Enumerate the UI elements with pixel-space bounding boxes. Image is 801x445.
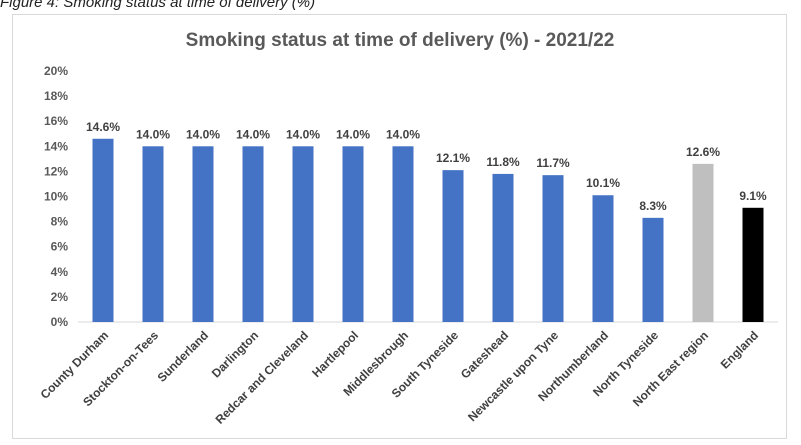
- figure-caption: Figure 4: Smoking status at time of deli…: [0, 0, 316, 11]
- bar: [442, 170, 464, 322]
- data-label: 14.6%: [86, 120, 120, 134]
- x-tick-label: Hartlepool: [309, 328, 361, 380]
- bar: [292, 146, 314, 322]
- y-axis: 0% 2% 4% 6% 8% 10% 12% 14% 16% 18% 20%: [44, 64, 68, 329]
- data-label: 14.0%: [286, 127, 320, 141]
- bar: [192, 146, 214, 322]
- data-label: 10.1%: [586, 176, 620, 190]
- bar: [542, 175, 564, 322]
- y-tick-label: 0%: [51, 315, 69, 329]
- chart-title: Smoking status at time of delivery (%) -…: [186, 30, 615, 51]
- bar: [492, 173, 514, 322]
- bar: [742, 207, 764, 322]
- x-tick-label: Darlington: [209, 328, 261, 380]
- data-label: 14.0%: [186, 127, 220, 141]
- bar: [392, 146, 414, 322]
- x-tick-label: Gateshead: [458, 328, 511, 381]
- bar-chart: Smoking status at time of delivery (%) -…: [38, 30, 778, 427]
- data-label: 12.1%: [436, 151, 470, 165]
- data-label: 14.0%: [136, 127, 170, 141]
- y-tick-label: 18%: [44, 89, 68, 103]
- chart-frame: Smoking status at time of delivery (%) -…: [12, 14, 787, 439]
- bars: [92, 138, 764, 322]
- data-label: 8.3%: [639, 199, 667, 213]
- y-tick-label: 12%: [44, 164, 68, 178]
- data-label: 12.6%: [686, 145, 720, 159]
- bar: [692, 163, 714, 322]
- y-tick-label: 8%: [51, 215, 69, 229]
- data-label: 11.7%: [536, 156, 570, 170]
- bar: [242, 146, 264, 322]
- bar: [642, 217, 664, 322]
- y-tick-label: 16%: [44, 114, 68, 128]
- bar: [142, 146, 164, 322]
- category-labels: County DurhamStockton-on-TeesSunderlandD…: [38, 328, 762, 427]
- data-label: 14.0%: [386, 127, 420, 141]
- y-tick-label: 4%: [51, 265, 69, 279]
- y-tick-label: 20%: [44, 64, 68, 78]
- y-tick-label: 2%: [51, 290, 69, 304]
- y-tick-label: 14%: [44, 139, 68, 153]
- x-tick-label: Sunderland: [155, 328, 212, 385]
- data-labels: 14.6% 14.0% 14.0% 14.0% 14.0% 14.0% 14.0% 12.1%…: [86, 120, 767, 213]
- data-label: 14.0%: [236, 127, 270, 141]
- x-tick-label: Newcastle upon Tyne: [465, 328, 561, 424]
- y-tick-label: 6%: [51, 240, 69, 254]
- bar: [592, 195, 614, 322]
- y-tick-label: 10%: [44, 190, 68, 204]
- data-label: 14.0%: [336, 127, 370, 141]
- bar: [92, 138, 114, 322]
- x-tick-label: Redcar and Cleveland: [213, 328, 312, 427]
- data-label: 11.8%: [486, 155, 520, 169]
- data-label: 9.1%: [739, 189, 767, 203]
- x-tick-label: England: [718, 328, 761, 371]
- bar: [342, 146, 364, 322]
